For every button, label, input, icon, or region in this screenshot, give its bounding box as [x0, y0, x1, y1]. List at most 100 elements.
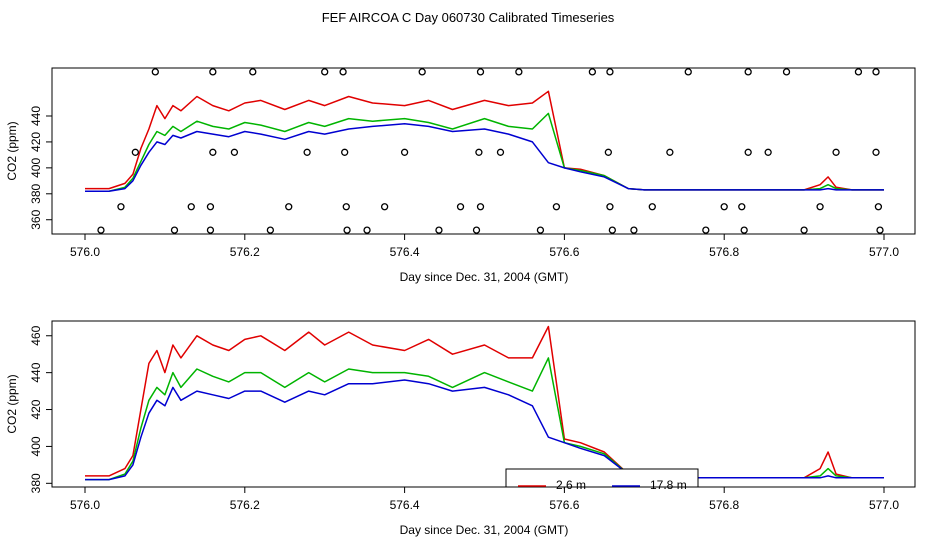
flag-point: [738, 203, 746, 211]
series-line-green: [85, 357, 884, 481]
series-line-2-6-m: [85, 325, 884, 479]
flag-point: [230, 148, 239, 156]
flag-point: [630, 226, 638, 234]
flag-point: [476, 68, 485, 76]
y-tick-label: 380: [29, 183, 43, 203]
flag-point: [606, 203, 614, 211]
top-y-label: CO2 (ppm): [5, 121, 19, 180]
flag-point: [816, 203, 824, 211]
flag-point: [418, 68, 426, 76]
flag-point: [303, 148, 311, 156]
flag-point: [170, 226, 179, 234]
x-tick-label: 576.8: [709, 498, 739, 512]
flag-point: [648, 203, 656, 211]
flag-point: [764, 148, 772, 156]
flag-point: [209, 68, 217, 76]
flag-point: [97, 226, 105, 234]
flag-point: [321, 68, 329, 76]
flag-point: [363, 226, 371, 234]
top-flag-points: [97, 68, 884, 234]
x-tick-label: 576.6: [549, 245, 579, 259]
x-tick-label: 576.0: [70, 245, 100, 259]
y-tick-label: 360: [29, 209, 43, 229]
legend: 2.6 m 17.8 m: [505, 468, 699, 492]
flag-point: [343, 226, 351, 234]
bottom-plot-frame: [51, 320, 916, 488]
flag-point: [702, 226, 710, 234]
flag-point: [151, 68, 159, 76]
bottom-x-label: Day since Dec. 31, 2004 (GMT): [400, 523, 569, 537]
flag-point: [666, 148, 674, 156]
y-tick-label: 440: [29, 362, 43, 382]
flag-point: [209, 148, 217, 156]
flag-point: [800, 226, 808, 234]
flag-point: [588, 68, 597, 76]
series-line-17-8-m: [85, 379, 884, 481]
legend-label-2-6m: 2.6 m: [556, 478, 586, 492]
flag-point: [266, 226, 275, 234]
flag-point: [206, 226, 215, 234]
flag-point: [606, 68, 614, 76]
flag-point: [435, 226, 443, 234]
top-x-label: Day since Dec. 31, 2004 (GMT): [400, 270, 569, 284]
flag-point: [782, 68, 791, 76]
flag-point: [604, 148, 612, 156]
x-tick-label: 576.6: [549, 498, 579, 512]
flag-point: [744, 148, 752, 156]
x-tick-label: 576.2: [230, 498, 260, 512]
bottom-y-label: CO2 (ppm): [5, 374, 19, 433]
legend-box: [505, 468, 699, 488]
y-tick-label: 440: [29, 106, 43, 126]
flag-point: [496, 148, 505, 156]
flag-point: [832, 148, 840, 156]
flag-point: [876, 226, 884, 234]
flag-point: [285, 203, 293, 211]
top-y-axis: 360 380 400 420 440: [29, 106, 52, 230]
x-tick-label: 577.0: [869, 245, 899, 259]
flag-point: [339, 68, 347, 76]
top-x-axis: 576.0 576.2 576.4 576.6 576.8 577.0: [70, 234, 899, 259]
flag-point: [400, 148, 409, 156]
y-tick-label: 420: [29, 132, 43, 152]
y-tick-label: 400: [29, 436, 43, 456]
flag-point: [552, 203, 561, 211]
flag-point: [608, 226, 616, 234]
flag-point: [131, 148, 139, 156]
y-tick-label: 380: [29, 473, 43, 493]
x-tick-label: 577.0: [869, 498, 899, 512]
flag-point: [341, 148, 349, 156]
flag-point: [117, 203, 125, 211]
flag-point: [720, 203, 728, 211]
flag-point: [515, 68, 523, 76]
flag-point: [684, 68, 692, 76]
flag-point: [456, 203, 465, 211]
y-tick-label: 400: [29, 158, 43, 178]
top-series-group: [85, 90, 884, 192]
x-tick-label: 576.4: [390, 245, 420, 259]
flag-point: [744, 68, 752, 76]
flag-point: [249, 68, 257, 76]
figure-title: FEF AIRCOA C Day 060730 Calibrated Times…: [322, 10, 615, 25]
legend-label-17-8m: 17.8 m: [650, 478, 687, 492]
flag-point: [476, 203, 485, 211]
flag-point: [206, 203, 215, 211]
x-tick-label: 576.8: [709, 245, 739, 259]
flag-point: [472, 226, 481, 234]
flag-point: [187, 203, 195, 211]
bottom-y-axis: 380 400 420 440 460: [29, 325, 52, 493]
top-panel: 576.0 576.2 576.4 576.6 576.8 577.0 360 380 400…: [5, 67, 916, 284]
top-plot-frame: [51, 67, 916, 235]
flag-point: [740, 226, 748, 234]
flag-point: [475, 148, 483, 156]
y-tick-label: 460: [29, 325, 43, 345]
flag-point: [872, 148, 880, 156]
series-line-green: [85, 112, 884, 192]
series-line-17-8-m: [85, 123, 884, 192]
bottom-panel: 576.0 576.2 576.4 576.6 576.8 577.0 380 400 420…: [5, 320, 916, 537]
flag-point: [342, 203, 350, 211]
flag-point: [854, 68, 863, 76]
x-tick-label: 576.0: [70, 498, 100, 512]
flag-point: [872, 68, 880, 76]
bottom-series-group: [85, 325, 884, 481]
